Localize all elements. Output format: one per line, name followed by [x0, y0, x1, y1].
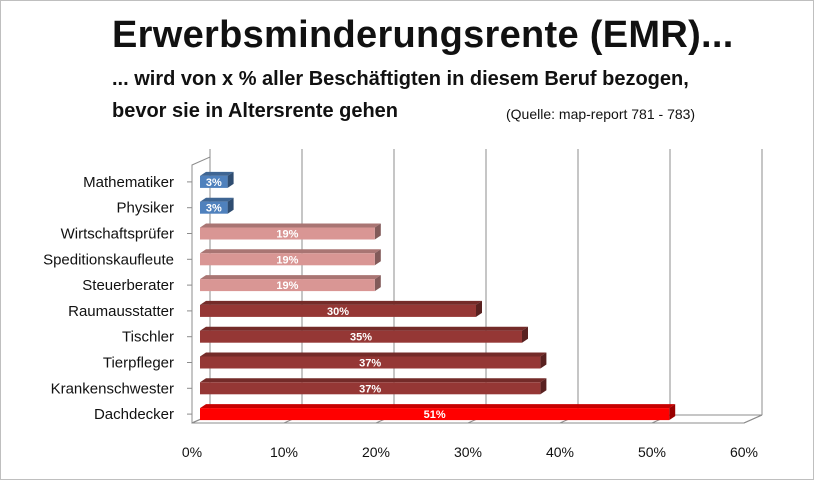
data-label: 30%	[327, 306, 349, 318]
chart-source-note: (Quelle: map-report 781 - 783)	[506, 106, 696, 122]
data-label: 19%	[276, 280, 298, 292]
bar	[200, 382, 541, 395]
bar	[200, 356, 541, 369]
bar-top	[200, 249, 381, 254]
category-label: Wirtschaftsprüfer	[61, 226, 174, 243]
bar-top	[200, 197, 234, 202]
bar-side	[227, 171, 234, 188]
data-label: 35%	[350, 332, 372, 344]
category-label: Mathematiker	[83, 174, 174, 191]
bar-side	[522, 326, 528, 343]
bar	[200, 175, 228, 188]
category-label: Raumausstatter	[68, 303, 174, 320]
x-tick-label: 0%	[182, 444, 202, 460]
bar-top	[200, 404, 676, 409]
data-label: 51%	[424, 409, 446, 421]
x-tick-label: 10%	[270, 444, 298, 460]
category-label: Tischler	[122, 329, 174, 346]
category-label: Dachdecker	[94, 406, 174, 423]
bar-side	[540, 378, 547, 395]
bar-top	[200, 275, 381, 280]
category-label: Krankenschwester	[51, 380, 174, 397]
bar	[200, 227, 375, 240]
data-label: 37%	[359, 383, 381, 395]
bar-side	[669, 404, 676, 421]
data-label: 37%	[359, 358, 381, 370]
x-tick-label: 20%	[362, 444, 390, 460]
category-label: Tierpfleger	[103, 355, 174, 372]
bar-top	[200, 352, 547, 357]
data-label: 3%	[206, 203, 222, 215]
bar	[200, 279, 375, 292]
chart-subtitle-line2: bevor sie in Altersrente gehen	[112, 100, 399, 122]
category-label: Steuerberater	[82, 277, 174, 294]
x-tick-label: 40%	[546, 444, 574, 460]
category-label: Physiker	[116, 200, 174, 217]
bar	[200, 408, 670, 421]
x-tick-label: 50%	[638, 444, 666, 460]
x-tick-label: 30%	[454, 444, 482, 460]
bar-top	[200, 378, 547, 383]
bar	[200, 201, 228, 214]
bar	[200, 304, 476, 317]
bar-top	[200, 171, 234, 176]
data-label: 19%	[276, 254, 298, 266]
bar-top	[200, 300, 482, 305]
bar-side	[476, 300, 482, 317]
bar-side	[374, 223, 381, 240]
chart-subtitle-line1: ... wird von x % aller Beschäftigten in …	[112, 68, 689, 90]
bar	[200, 253, 375, 266]
bar-side	[227, 197, 234, 214]
bar	[200, 330, 522, 343]
x-tick-label: 60%	[730, 444, 758, 460]
bar-side	[374, 249, 381, 266]
bar-side	[540, 352, 547, 369]
floor-gridline	[743, 414, 763, 424]
data-label: 3%	[206, 177, 222, 189]
chart-title: Erwerbsminderungsrente (EMR)...	[112, 14, 734, 56]
data-label: 19%	[276, 229, 298, 241]
bar-top	[200, 223, 381, 228]
category-label: Speditionskaufleute	[43, 251, 174, 268]
bar-top	[200, 326, 528, 331]
bar-side	[374, 275, 381, 292]
